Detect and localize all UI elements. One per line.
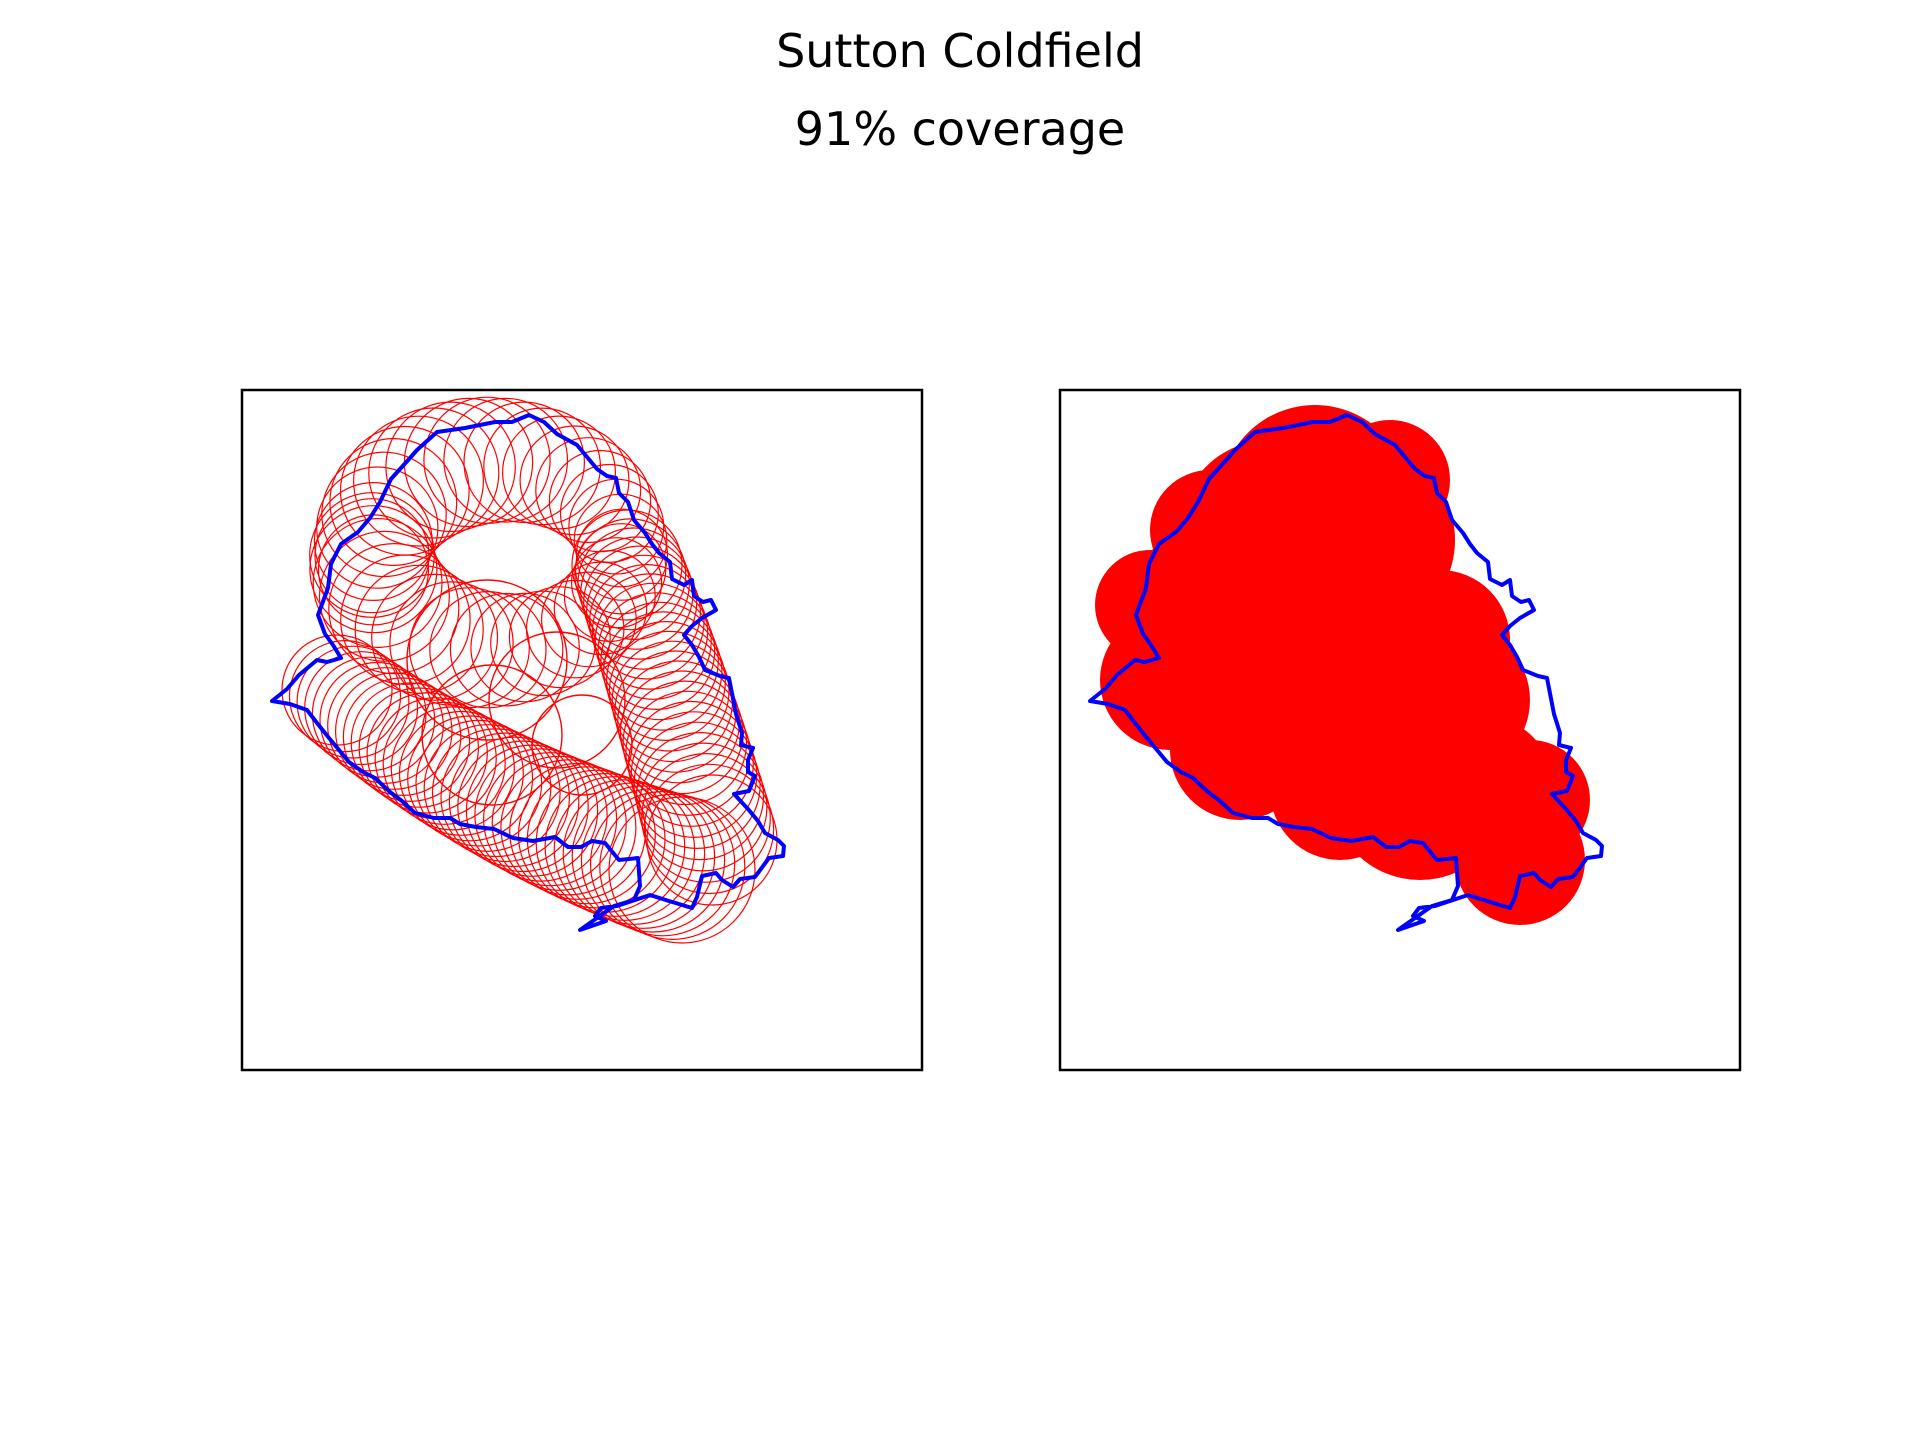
coverage-circle — [509, 762, 647, 900]
sutton-coldfield-boundary — [270, 413, 786, 932]
coverage-circle — [431, 728, 561, 858]
coverage-circle — [643, 763, 775, 895]
coverage-circle — [440, 732, 571, 863]
coverage-circle — [366, 692, 488, 814]
coverage-circle — [423, 396, 551, 525]
coverage-circle — [314, 498, 430, 614]
coverage-circle — [633, 721, 761, 849]
coverage-circle — [329, 437, 458, 567]
coverage-circle — [371, 573, 499, 701]
coverage-circle — [630, 711, 758, 839]
coverage-circle — [508, 586, 611, 689]
coverage-circle — [544, 776, 686, 917]
coverage-circle — [316, 466, 439, 589]
coverage-circle — [309, 492, 435, 618]
coverage-circle — [398, 710, 524, 836]
coverage-circle — [342, 677, 462, 797]
coverage-circle — [502, 415, 617, 530]
coverage-circle — [575, 508, 669, 601]
coverage-circle — [321, 451, 447, 578]
coverage-circle — [608, 796, 756, 944]
coverage-circle — [390, 706, 515, 831]
coverage-circle — [488, 631, 626, 769]
coverage-circle — [517, 766, 656, 905]
coverage-circle — [340, 554, 471, 685]
coverage-circle — [599, 793, 746, 940]
coverage-circle — [449, 592, 564, 707]
coverage-circles-filled — [1095, 405, 1590, 925]
coverage-circle — [368, 407, 500, 539]
coverage-circle — [573, 493, 668, 588]
coverage-circle — [309, 505, 438, 634]
coverage-circle — [429, 591, 547, 709]
coverage-circle — [608, 630, 730, 752]
map-panel-outline-circles — [240, 388, 924, 1072]
coverage-circle — [415, 719, 543, 847]
coverage-circle — [531, 694, 633, 796]
coverage-circle — [448, 736, 580, 868]
coverage-circle — [606, 621, 727, 742]
coverage-circle — [385, 401, 516, 533]
coverage-circle — [591, 573, 709, 690]
coverage-circle — [313, 481, 433, 602]
coverage-circle — [622, 680, 748, 806]
coverage-circle — [407, 715, 534, 842]
sutton-coldfield-boundary — [1088, 413, 1604, 932]
coverage-circle — [553, 779, 696, 921]
coverage-circle — [312, 518, 443, 649]
coverage-circle — [603, 611, 723, 731]
coverage-circle — [1470, 740, 1590, 860]
figure-subtitle: 91% coverage — [794, 102, 1126, 156]
coverage-circle — [638, 742, 768, 872]
coverage-circle — [1095, 550, 1205, 660]
figure-title: Sutton Coldfield — [776, 24, 1144, 78]
coverage-circle — [594, 582, 712, 700]
coverage-circle — [535, 437, 642, 544]
coverage-circle — [641, 752, 771, 883]
coverage-circle — [500, 759, 637, 896]
coverage-circle — [328, 543, 460, 675]
coverage-circle — [580, 788, 726, 933]
coverage-circle — [597, 592, 716, 711]
coverage-circle — [327, 667, 444, 784]
map-panel-filled-circles — [1058, 388, 1742, 1072]
coverage-circle — [463, 401, 586, 524]
coverage-circle — [600, 601, 719, 721]
coverage-circle — [1330, 420, 1450, 540]
coverage-circle — [589, 791, 736, 937]
coverage-circle — [635, 732, 765, 861]
coverage-circle — [1270, 720, 1410, 860]
map-frame — [1058, 388, 1742, 1072]
map-frame — [240, 388, 924, 1072]
coverage-circle — [470, 592, 580, 703]
coverage-circles-outline — [281, 396, 778, 944]
coverage-circle — [406, 579, 568, 741]
coverage-circle — [382, 701, 506, 825]
coverage-circle — [421, 664, 563, 806]
coverage-circle — [335, 672, 453, 790]
coverage-circle — [443, 397, 569, 523]
coverage-circle — [483, 752, 618, 887]
coverage-circle — [354, 564, 484, 694]
coverage-circle — [571, 785, 716, 929]
coverage-circle — [352, 415, 485, 547]
